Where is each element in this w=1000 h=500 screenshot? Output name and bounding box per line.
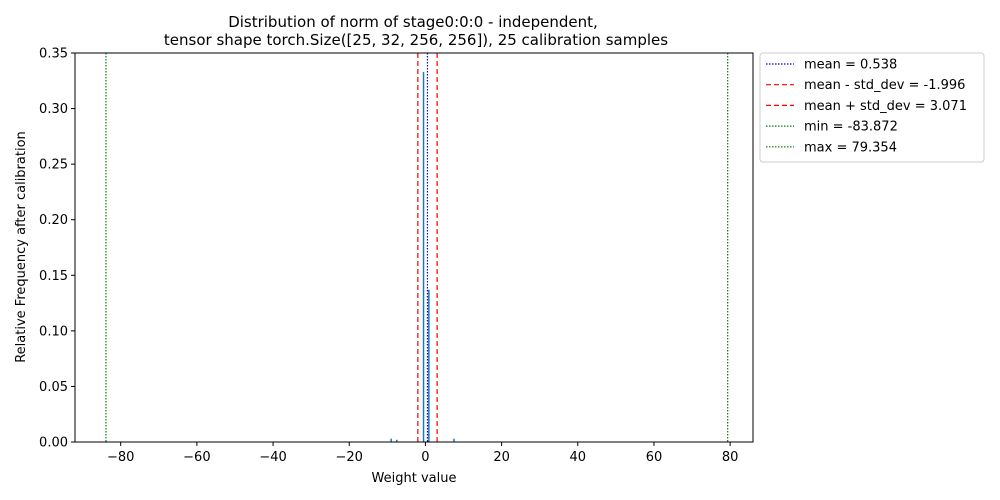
title-line-2: tensor shape torch.Size([25, 32, 256, 25…: [164, 31, 668, 49]
y-tick-label: 0.25: [39, 158, 68, 173]
legend-label-0: mean = 0.538: [804, 58, 897, 73]
x-tick-label: −20: [336, 450, 363, 465]
x-tick-label: −40: [259, 450, 286, 465]
y-tick-label: 0.35: [39, 47, 68, 62]
title-line-1: Distribution of norm of stage0:0:0 - ind…: [228, 13, 598, 31]
x-axis-ticks: −80 −60 −40 −20 0 20 40 60 80: [107, 442, 738, 465]
x-tick-label: 40: [570, 450, 587, 465]
x-axis-label: Weight value: [372, 471, 457, 486]
y-tick-label: 0.30: [39, 102, 68, 117]
y-tick-label: 0.05: [39, 380, 68, 395]
chart-title: Distribution of norm of stage0:0:0 - ind…: [164, 13, 668, 49]
histogram-bar-3: [428, 289, 430, 442]
x-tick-label: −60: [183, 450, 210, 465]
x-tick-label: 20: [493, 450, 510, 465]
x-tick-label: 80: [722, 450, 739, 465]
x-tick-label: 0: [421, 450, 429, 465]
y-axis-label: Relative Frequency after calibration: [14, 131, 29, 363]
y-tick-label: 0.15: [39, 269, 68, 284]
y-tick-label: 0.00: [39, 436, 68, 451]
legend-label-1: mean - std_dev = -1.996: [804, 78, 965, 93]
histogram-bar-4: [453, 438, 455, 442]
plot-area: [390, 71, 455, 442]
histogram-bar-1: [396, 439, 398, 442]
histogram-bar-2: [422, 71, 425, 442]
x-tick-label: −80: [107, 450, 134, 465]
plot-frame: [74, 52, 754, 443]
legend-label-2: mean + std_dev = 3.071: [804, 99, 967, 114]
legend-box: [759, 52, 985, 163]
legend-label-4: max = 79.354: [804, 140, 897, 155]
reference-lines: [105, 53, 729, 442]
y-tick-label: 0.10: [39, 324, 68, 339]
histogram-bar-0: [390, 438, 392, 442]
x-tick-label: 60: [646, 450, 663, 465]
legend: mean = 0.538 mean - std_dev = -1.996 mean …: [759, 52, 985, 163]
legend-label-3: min = -83.872: [804, 120, 898, 135]
y-tick-label: 0.20: [39, 213, 68, 228]
y-axis-ticks: 0.00 0.05 0.10 0.15 0.20 0.25 0.30 0.35: [39, 47, 75, 451]
